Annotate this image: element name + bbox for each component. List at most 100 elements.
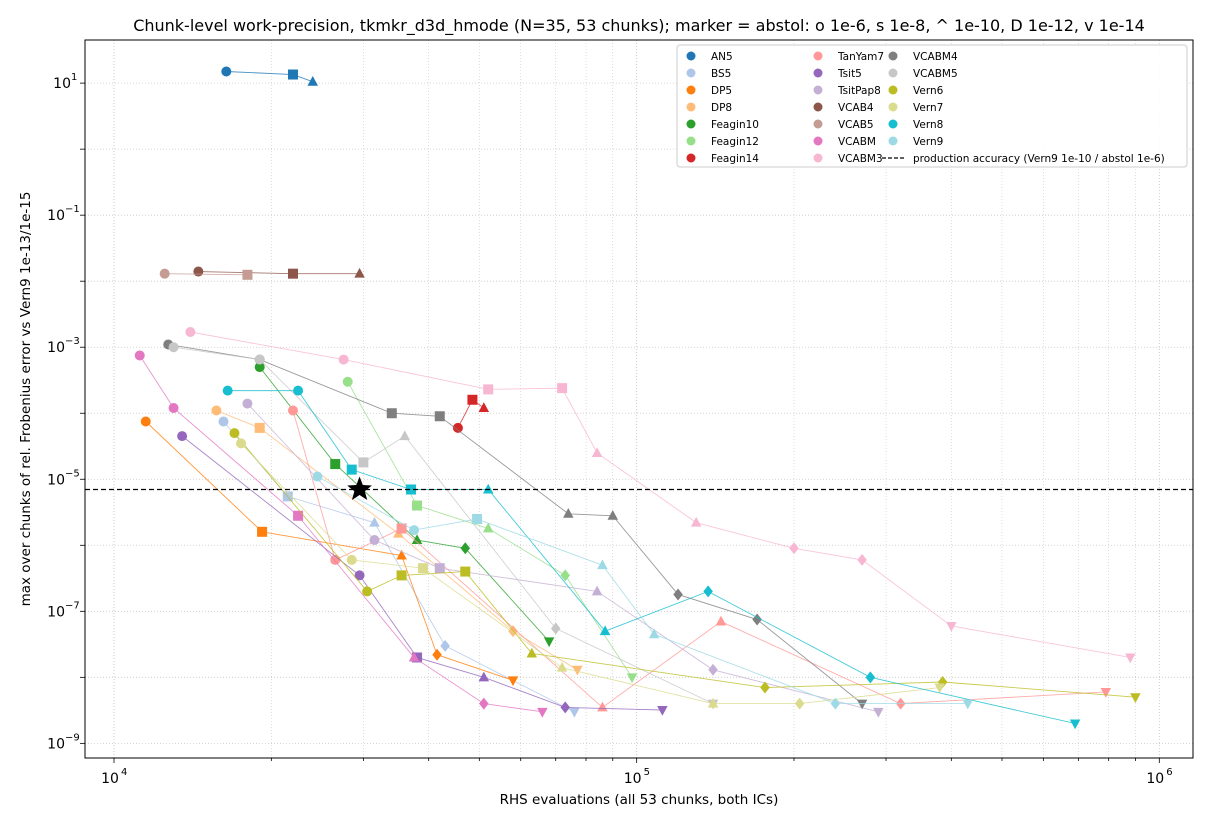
legend-marker	[888, 85, 898, 95]
data-point	[482, 522, 494, 533]
data-point	[865, 671, 876, 684]
data-point	[168, 403, 179, 414]
data-point	[460, 542, 471, 555]
data-point	[434, 563, 445, 574]
x-tick-exponent: 6	[1166, 767, 1172, 778]
data-point	[236, 438, 247, 449]
data-point	[526, 647, 538, 658]
data-point	[140, 416, 151, 427]
data-point	[222, 385, 233, 396]
data-point	[507, 676, 519, 687]
legend-label: Feagin12	[711, 136, 759, 148]
data-point	[254, 354, 265, 365]
y-tick-exponent: −1	[65, 204, 80, 215]
data-point	[563, 508, 574, 518]
legend-marker	[888, 119, 898, 129]
highlight-star-marker	[347, 476, 372, 501]
data-point	[856, 699, 868, 710]
series-line	[247, 403, 879, 713]
data-point	[962, 699, 973, 710]
legend-marker	[888, 51, 898, 61]
data-point	[556, 661, 568, 672]
data-point	[467, 394, 478, 405]
data-point	[560, 569, 570, 582]
data-point	[1069, 719, 1081, 730]
legend-item: Vern6	[888, 85, 944, 97]
data-point	[177, 431, 188, 442]
legend-item: TsitPap8	[813, 85, 881, 97]
legend-item: VCABM5	[888, 68, 958, 80]
series-line	[234, 432, 1136, 698]
data-point	[134, 350, 145, 361]
legend-item: VCAB4	[813, 102, 874, 114]
series-feagin14	[452, 394, 490, 433]
data-point	[254, 422, 265, 433]
legend-item: Feagin10	[686, 119, 759, 131]
x-tick-label: 10	[101, 771, 119, 787]
legend-item: Feagin14	[686, 153, 759, 165]
data-point	[452, 422, 463, 433]
legend-item: VCABM3	[813, 153, 883, 165]
legend-label: AN5	[711, 51, 733, 63]
y-tick-label: 10	[47, 208, 65, 224]
data-point	[830, 697, 841, 710]
data-point	[396, 570, 407, 581]
data-point	[483, 384, 494, 395]
legend-marker	[686, 153, 696, 163]
legend-item: VCAB5	[813, 119, 874, 131]
legend-label: Vern7	[913, 102, 943, 114]
y-tick-exponent: −3	[65, 336, 80, 347]
series-vern6	[229, 428, 1141, 703]
legend-marker	[813, 51, 823, 61]
data-point	[707, 697, 719, 708]
data-point	[873, 707, 884, 718]
series-line	[190, 331, 1131, 658]
data-point	[946, 621, 957, 632]
data-point	[287, 405, 298, 416]
legend-item: AN5	[686, 51, 733, 63]
data-point	[369, 516, 380, 527]
y-tick-label: 10	[47, 736, 65, 752]
data-point	[560, 701, 570, 714]
data-point	[434, 411, 445, 422]
data-point	[715, 615, 727, 626]
data-point	[440, 639, 450, 652]
data-point	[708, 663, 718, 676]
series-vcabm	[134, 350, 548, 718]
data-point	[591, 447, 603, 457]
series-tsitpap8	[242, 398, 884, 718]
data-point	[1130, 693, 1141, 703]
series-feagin10	[254, 362, 555, 648]
legend-label: TanYam7	[837, 51, 884, 63]
legend-item: Tsit5	[813, 68, 862, 80]
legend-marker	[888, 102, 898, 112]
series-dp8	[211, 405, 583, 676]
data-point	[482, 483, 494, 494]
legend-label: VCAB4	[838, 102, 874, 114]
y-tick-label: 10	[47, 604, 65, 620]
data-point	[312, 471, 323, 482]
legend-item: TanYam7	[813, 51, 884, 63]
y-tick-exponent: −5	[65, 468, 80, 479]
legend-label: Vern9	[913, 136, 943, 148]
data-point	[287, 69, 298, 80]
legend-reference-label: production accuracy (Vern9 1e-10 / absto…	[913, 153, 1165, 165]
data-point	[760, 681, 770, 694]
legend-marker	[686, 85, 696, 95]
legend-item: DP5	[686, 85, 732, 97]
data-point	[648, 628, 660, 639]
legend-marker	[813, 102, 823, 112]
data-point	[597, 701, 608, 712]
series-vern7	[236, 438, 945, 710]
data-point	[599, 625, 611, 636]
series-line	[181, 435, 663, 711]
y-tick-label: 10	[47, 340, 65, 356]
data-point	[411, 534, 423, 545]
series-vcabm3	[185, 327, 1136, 664]
data-point	[405, 484, 416, 495]
data-point	[703, 585, 713, 598]
legend-label: TsitPap8	[837, 85, 881, 97]
y-tick-exponent: 1	[71, 72, 77, 83]
x-tick-label: 10	[624, 771, 642, 787]
